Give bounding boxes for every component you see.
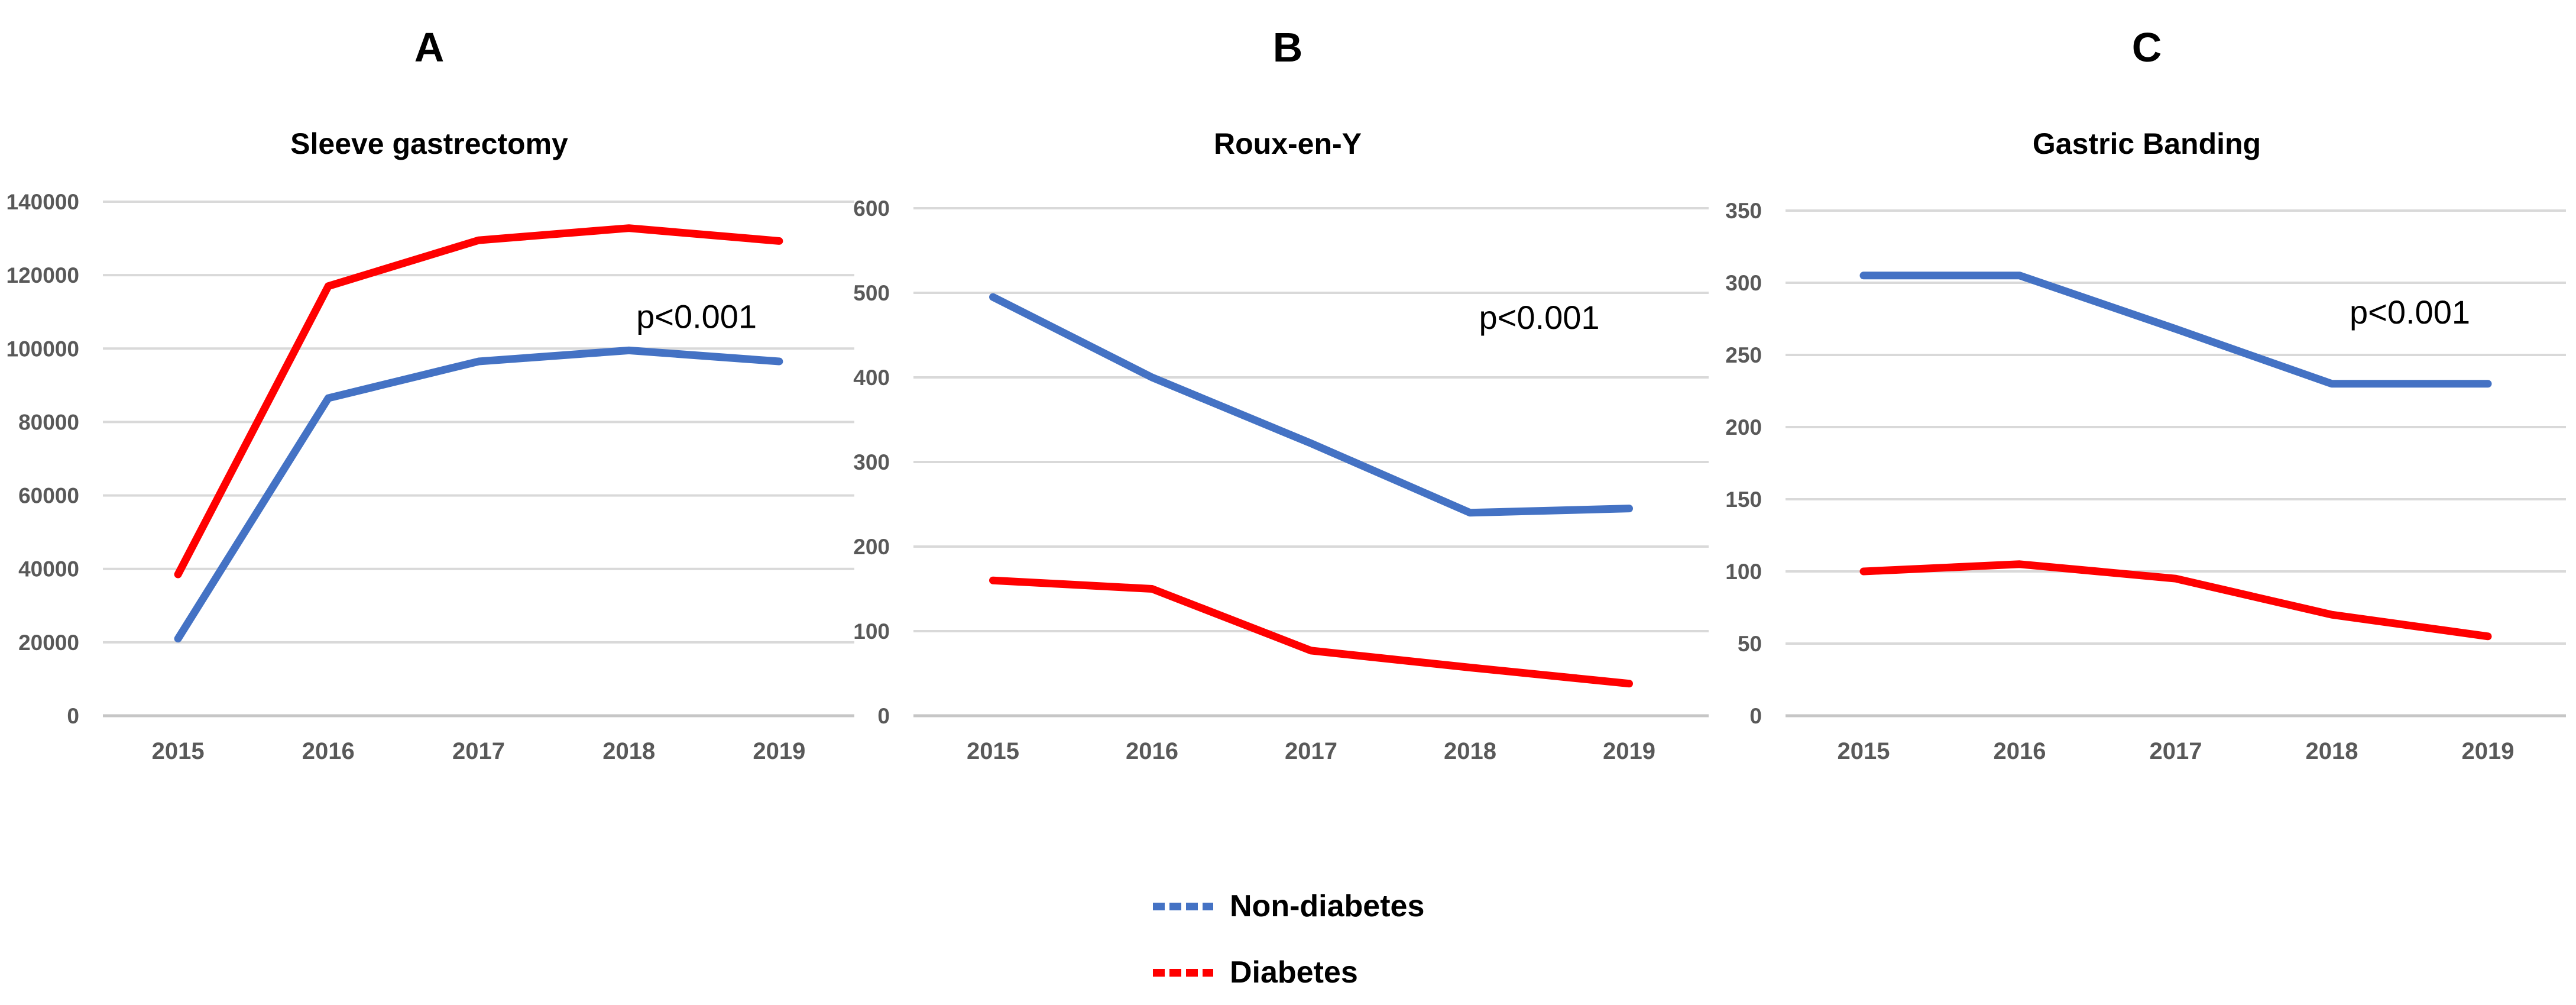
x-tick-label: 2015	[1838, 738, 1890, 764]
p-value-annotation: p<0.001	[1479, 299, 1600, 336]
x-tick-label: 2019	[753, 738, 805, 764]
y-tick-label: 200	[853, 535, 890, 559]
x-tick-label: 2016	[302, 738, 355, 764]
x-tick-label: 2018	[602, 738, 655, 764]
x-tick-label: 2019	[1603, 738, 1655, 764]
y-tick-label: 0	[1749, 704, 1762, 728]
series-line-diabetes	[1859, 560, 2492, 641]
series-line-non-diabetes	[174, 346, 783, 643]
series-line-diabetes	[174, 224, 783, 579]
y-tick-label: 350	[1725, 199, 1762, 223]
x-tick-label: 2018	[1444, 738, 1496, 764]
p-value-annotation: p<0.001	[636, 298, 757, 335]
x-tick-label: 2015	[152, 738, 205, 764]
y-tick-label: 100000	[7, 337, 79, 361]
y-tick-label: 60000	[18, 484, 79, 508]
p-value-annotation: p<0.001	[2350, 293, 2470, 331]
y-tick-label: 0	[67, 704, 79, 728]
y-tick-label: 200	[1725, 415, 1762, 440]
y-tick-label: 100	[853, 619, 890, 644]
y-tick-label: 20000	[18, 631, 79, 655]
series-line-non-diabetes	[989, 293, 1633, 517]
x-tick-label: 2015	[967, 738, 1019, 764]
legend-label-diabetes: Diabetes	[1230, 955, 1358, 990]
legend-item-diabetes: Diabetes	[1153, 955, 1358, 990]
y-tick-label: 500	[853, 281, 890, 305]
y-tick-label: 600	[853, 196, 890, 221]
y-tick-label: 50	[1738, 632, 1762, 656]
y-tick-label: 140000	[7, 190, 79, 214]
y-tick-label: 150	[1725, 487, 1762, 512]
y-tick-label: 0	[877, 704, 890, 728]
y-tick-label: 120000	[7, 263, 79, 287]
y-tick-label: 400	[853, 366, 890, 390]
y-tick-label: 250	[1725, 343, 1762, 367]
x-tick-label: 2017	[2150, 738, 2202, 764]
legend-label-non-diabetes: Non-diabetes	[1230, 889, 1425, 923]
legend-item-non-diabetes: Non-diabetes	[1153, 889, 1425, 923]
x-tick-label: 2016	[1994, 738, 2046, 764]
legend-swatch-diabetes-dashed-line	[1153, 968, 1213, 977]
x-tick-label: 2018	[2306, 738, 2358, 764]
y-tick-label: 300	[853, 450, 890, 474]
x-tick-label: 2017	[1285, 738, 1337, 764]
legend-swatch-non-diabetes-dashed-line	[1153, 902, 1213, 910]
x-tick-label: 2016	[1126, 738, 1178, 764]
y-tick-label: 100	[1725, 560, 1762, 584]
series-line-diabetes	[989, 576, 1633, 688]
series-line-non-diabetes	[1859, 272, 2492, 388]
x-tick-label: 2017	[452, 738, 505, 764]
y-tick-label: 80000	[18, 410, 79, 434]
x-tick-label: 2019	[2462, 738, 2515, 764]
y-tick-label: 40000	[18, 557, 79, 581]
y-tick-label: 300	[1725, 271, 1762, 295]
